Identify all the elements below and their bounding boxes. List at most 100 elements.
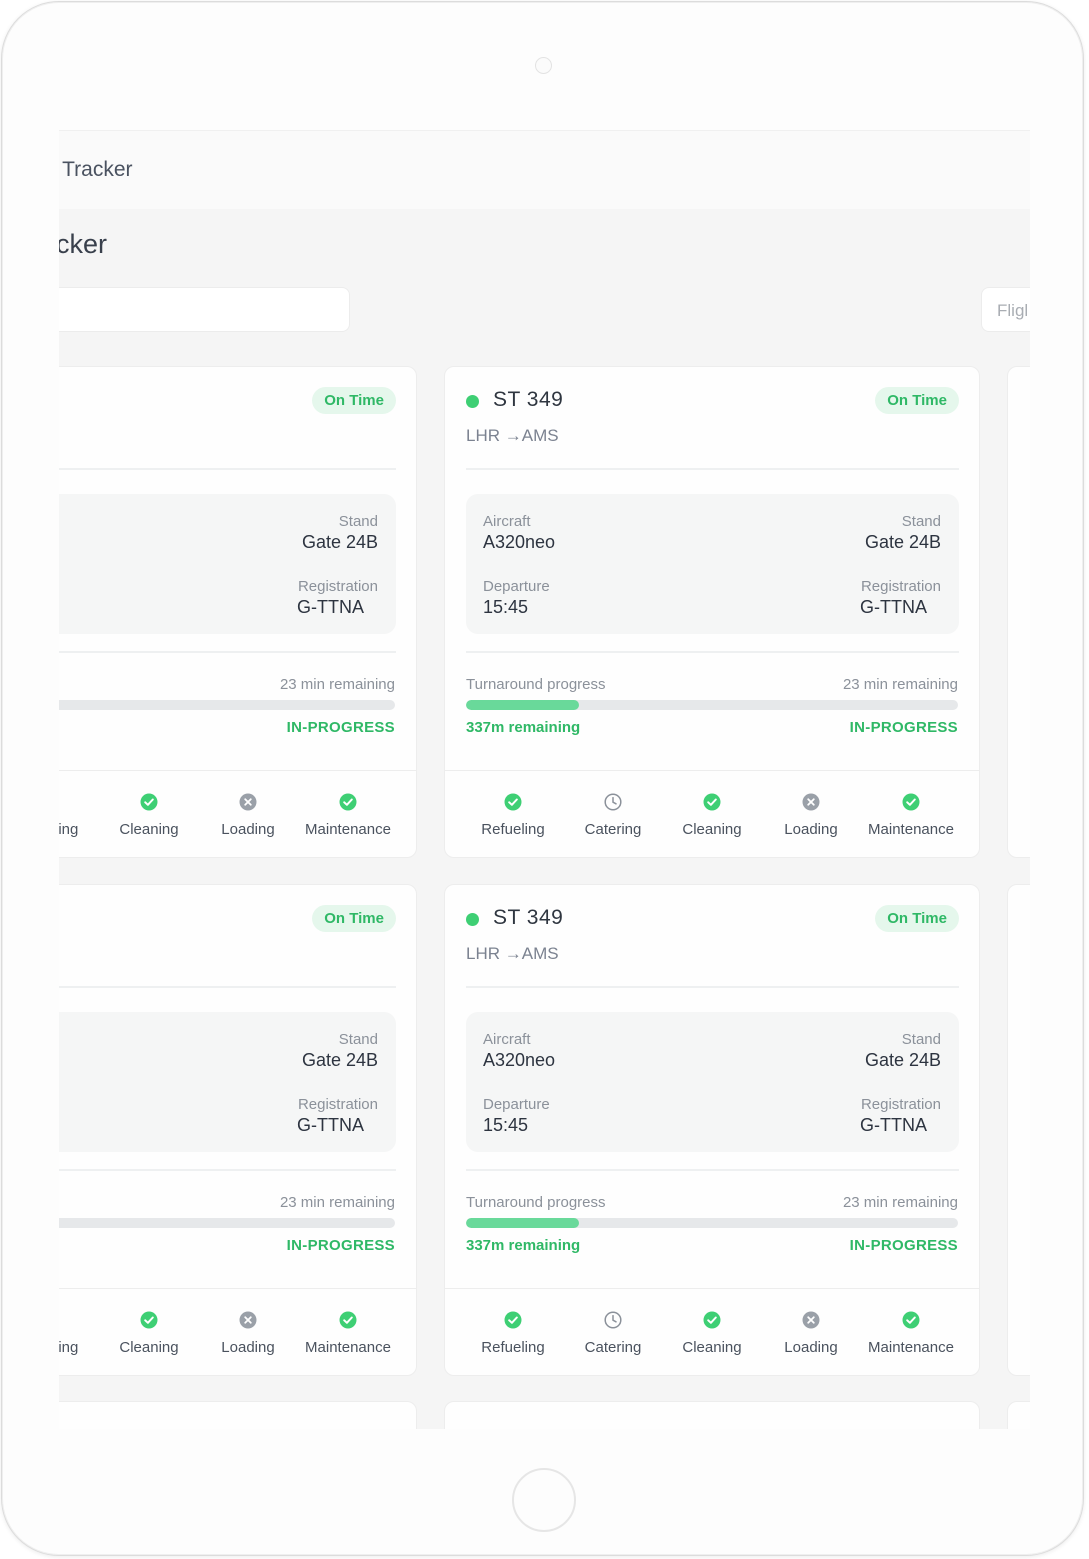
check-circle-icon [339,1311,357,1329]
stand-value: Gate 24B [865,532,941,553]
task-label: Catering [558,821,668,838]
task-catering[interactable]: Catering [558,1311,668,1356]
task-cleaning[interactable]: Cleaning [657,793,767,838]
task-label: Loading [756,1339,866,1356]
divider [445,770,979,771]
task-label: Loading [756,821,866,838]
task-label: Catering [558,1339,668,1356]
time-remaining: 23 min remaining [280,676,395,693]
registration-label: Registration [861,1096,941,1113]
divider [466,651,959,653]
check-circle-icon [504,793,522,811]
flight-card-partial[interactable] [59,1401,417,1429]
flight-number: ST 349 [493,906,563,930]
registration-label: Registration [861,578,941,595]
progress-bar [466,1218,958,1228]
status-badge: On Time [312,387,396,414]
distance-remaining: 337m remaining [466,1237,580,1254]
registration-value: G-TTNA [297,597,364,618]
flight-card-partial[interactable] [1007,1401,1030,1429]
progress-label: Turnaround progress [466,1194,606,1211]
progress-status: IN-PROGRESS [287,719,395,736]
time-remaining: 23 min remaining [280,1194,395,1211]
task-label: Maintenance [293,1339,403,1356]
progress-bar-fill [466,700,579,710]
flight-number: ST 349 [493,388,563,412]
task-label: Cleaning [657,1339,767,1356]
home-button[interactable] [512,1468,576,1532]
top-navigation-bar: d Tracker [59,130,1030,209]
task-loading[interactable]: Loading [193,793,303,838]
divider [59,468,396,470]
registration-label: Registration [298,1096,378,1113]
task-label: Refueling [458,821,568,838]
task-cleaning[interactable]: Cleaning [657,1311,767,1356]
task-cleaning[interactable]: Cleaning [94,793,204,838]
camera-icon [535,57,552,74]
flight-card-partial[interactable] [1007,884,1030,1376]
check-circle-icon [902,793,920,811]
divider [466,986,959,988]
task-maintenance[interactable]: Maintenance [856,793,966,838]
check-circle-icon [902,1311,920,1329]
x-circle-icon [802,1311,820,1329]
task-loading[interactable]: Loading [756,793,866,838]
check-circle-icon [339,793,357,811]
progress-bar [59,700,395,710]
divider [59,1169,396,1171]
app-title: d Tracker [59,158,133,182]
check-circle-icon [504,1311,522,1329]
stand-label: Stand [339,1031,378,1048]
progress-bar-fill [466,1218,579,1228]
task-maintenance[interactable]: Maintenance [856,1311,966,1356]
status-badge: On Time [875,387,959,414]
progress-bar [59,1218,395,1228]
progress-bar [466,700,958,710]
clock-icon [604,1311,622,1329]
task-label: Cleaning [94,821,204,838]
divider [466,1169,959,1171]
divider [466,468,959,470]
search-input[interactable] [59,287,350,332]
task-cleaning[interactable]: Cleaning [94,1311,204,1356]
task-maintenance[interactable]: Maintenance [293,793,403,838]
task-loading[interactable]: Loading [756,1311,866,1356]
check-circle-icon [703,793,721,811]
registration-value: G-TTNA [297,1115,364,1136]
aircraft-label: Aircraft [483,513,531,530]
task-label: Maintenance [856,821,966,838]
task-refueling[interactable]: Refueling [458,793,568,838]
task-maintenance[interactable]: Maintenance [293,1311,403,1356]
check-circle-icon [703,1311,721,1329]
app-screen: d Tracker acker Fligl ST 349 LHR →AMS On T… [59,130,1030,1429]
flight-filter-input[interactable]: Fligl [981,287,1030,332]
stand-value: Gate 24B [865,1050,941,1071]
flight-card-partial[interactable] [1007,366,1030,858]
aircraft-label: Aircraft [483,1031,531,1048]
progress-label: Turnaround progress [466,676,606,693]
departure-label: Departure [483,1096,550,1113]
divider [59,986,396,988]
task-loading[interactable]: Loading [193,1311,303,1356]
aircraft-value: A320neo [483,532,555,553]
registration-value: G-TTNA [860,1115,927,1136]
registration-label: Registration [298,578,378,595]
aircraft-value: A320neo [483,1050,555,1071]
task-catering[interactable]: Catering [558,793,668,838]
page-title: acker [59,229,107,260]
progress-status: IN-PROGRESS [287,1237,395,1254]
flight-card-partial[interactable] [444,1401,980,1429]
task-label: Cleaning [657,821,767,838]
divider [59,770,416,771]
task-refueling[interactable]: Refueling [458,1311,568,1356]
task-label: Loading [193,1339,303,1356]
progress-status: IN-PROGRESS [850,1237,958,1254]
distance-remaining: 337m remaining [466,719,580,736]
